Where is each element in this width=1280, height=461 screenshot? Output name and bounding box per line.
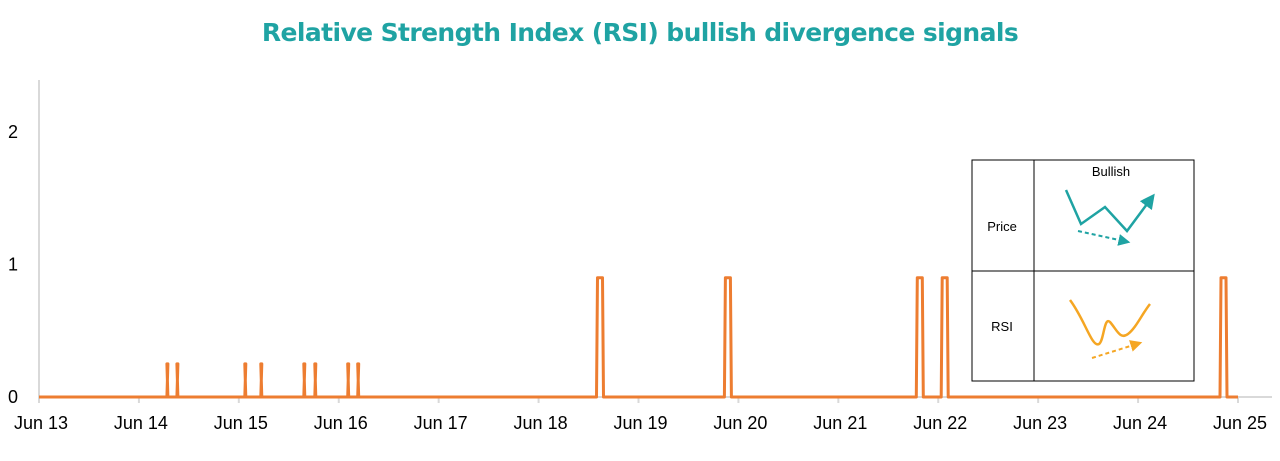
legend-header: Bullish <box>1092 164 1130 179</box>
legend-rsi-line-icon <box>1068 299 1151 346</box>
x-tick-label: Jun 20 <box>713 413 767 433</box>
x-tick-label: Jun 21 <box>813 413 867 433</box>
legend-price-line-icon <box>1064 189 1155 233</box>
legend-row-label-rsi: RSI <box>991 319 1013 334</box>
x-tick-label: Jun 22 <box>913 413 967 433</box>
chart-title: Relative Strength Index (RSI) bullish di… <box>261 18 1019 47</box>
legend-price-trend-arrow-icon <box>1077 230 1131 246</box>
x-tick-label: Jun 13 <box>14 413 68 433</box>
legend-row-label-price: Price <box>987 219 1017 234</box>
x-tick-label: Jun 18 <box>514 413 568 433</box>
x-tick-label: Jun 24 <box>1113 413 1167 433</box>
x-tick-label: Jun 17 <box>414 413 468 433</box>
legend-rsi-trend-arrow-icon <box>1091 340 1143 359</box>
signal-series-line <box>39 276 1238 399</box>
x-tick-label: Jun 16 <box>314 413 368 433</box>
y-tick-label: 0 <box>8 387 18 407</box>
x-tick-label: Jun 25 <box>1213 413 1267 433</box>
x-tick-label: Jun 15 <box>214 413 268 433</box>
y-tick-label: 1 <box>8 255 18 275</box>
legend-box: Bullish Price RSI <box>971 159 1195 382</box>
signal-series <box>39 276 1238 399</box>
x-tick-label: Jun 19 <box>613 413 667 433</box>
y-tick-label: 2 <box>8 122 18 142</box>
x-tick-label: Jun 23 <box>1013 413 1067 433</box>
x-tick-label: Jun 14 <box>114 413 168 433</box>
